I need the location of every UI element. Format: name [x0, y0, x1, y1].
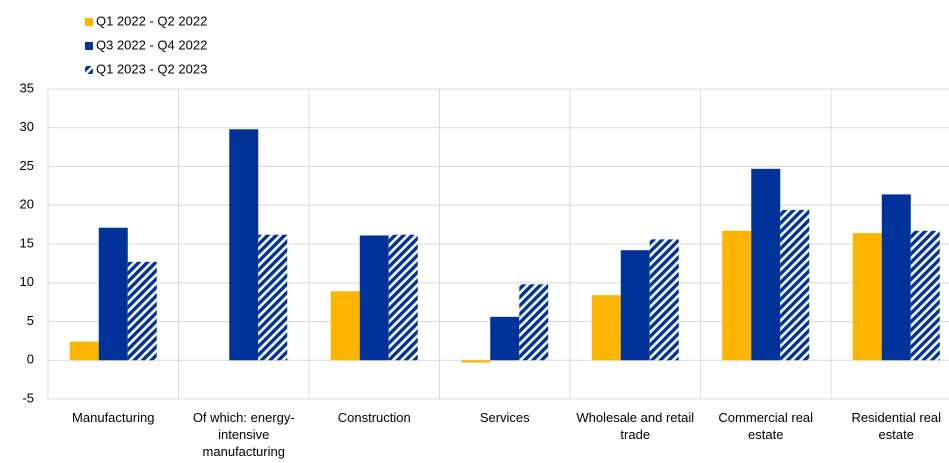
bar [910, 230, 940, 361]
y-tick-label: 30 [20, 119, 34, 134]
bar [591, 295, 621, 361]
x-tick-label: Wholesale and retail trade [576, 410, 695, 442]
bar [330, 291, 360, 361]
x-tick-label: Services [479, 410, 530, 425]
bar [69, 341, 99, 361]
legend-label: Q3 2022 - Q4 2022 [96, 37, 207, 52]
legend-swatch [85, 66, 93, 74]
y-tick-label: -5 [22, 390, 34, 405]
bar [852, 233, 882, 361]
bar [258, 234, 288, 361]
y-tick-label: 20 [20, 197, 34, 212]
bar [722, 230, 752, 361]
y-tick-label: 5 [27, 313, 34, 328]
bar [490, 316, 520, 361]
y-tick-label: 0 [27, 352, 34, 367]
bar [388, 234, 418, 361]
bar [359, 235, 389, 361]
bar [519, 284, 549, 361]
legend-swatch [85, 18, 93, 26]
legend-label: Q1 2023 - Q2 2023 [96, 61, 207, 76]
y-tick-label: 10 [20, 274, 34, 289]
legend-label: Q1 2022 - Q2 2022 [96, 13, 207, 28]
bar [649, 239, 679, 361]
x-tick-label: Of which: energy-intensive manufacturing [192, 410, 295, 459]
y-tick-label: 15 [20, 235, 34, 250]
bar [461, 360, 491, 363]
x-tick-label: Manufacturing [72, 410, 155, 425]
bar [127, 261, 157, 361]
x-tick-label: Construction [337, 410, 411, 425]
x-tick-label: Commercial real estate [718, 410, 814, 442]
bar [98, 227, 128, 361]
y-tick-label: 25 [20, 158, 34, 173]
bar [780, 209, 810, 361]
bar [751, 168, 781, 361]
bar [229, 129, 259, 361]
legend-swatch [85, 42, 93, 50]
bar [620, 250, 650, 361]
y-tick-label: 35 [20, 80, 34, 95]
bar [881, 194, 911, 361]
x-tick-label: Residential real estate [851, 410, 942, 442]
